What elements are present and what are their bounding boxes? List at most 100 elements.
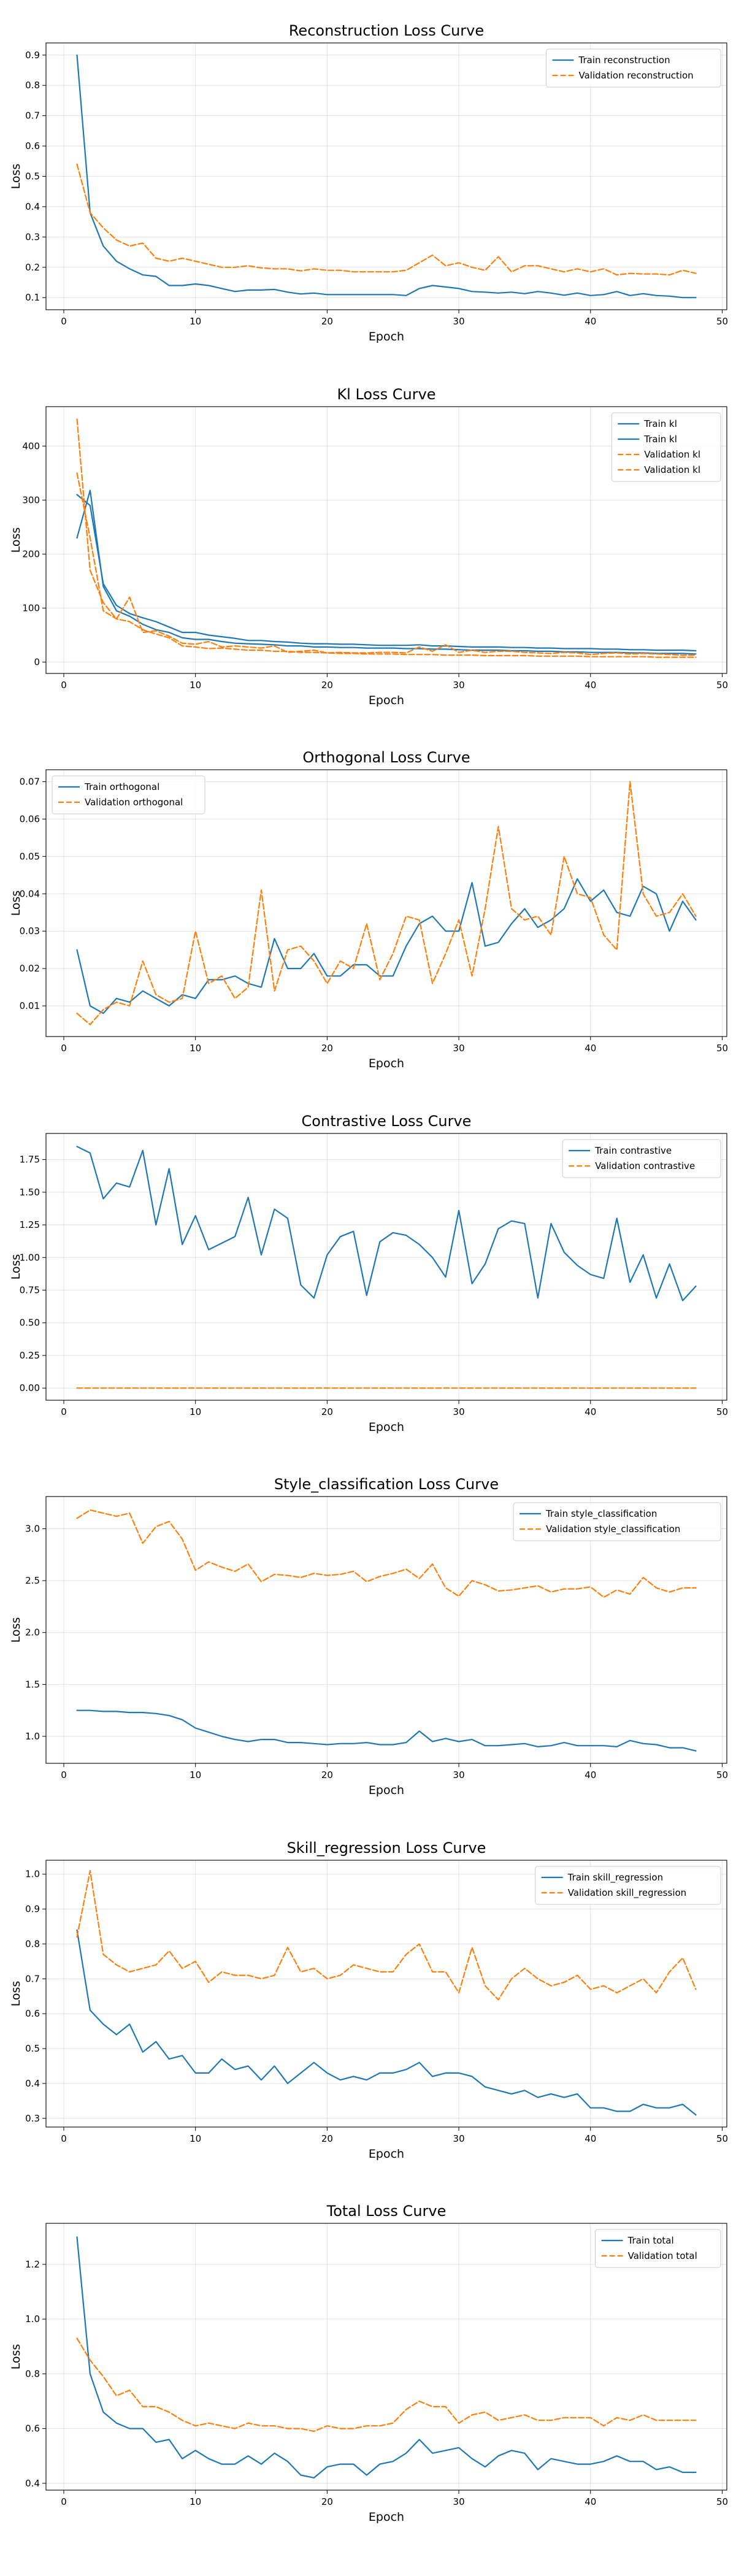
y-tick-label: 2.5 bbox=[25, 1575, 40, 1586]
legend-entry: Validation style_classification bbox=[546, 1524, 680, 1535]
legend: Train contrastive Validation contrastive bbox=[562, 1139, 721, 1178]
plot-area-frame bbox=[45, 406, 727, 674]
x-tick-label: 20 bbox=[321, 1043, 333, 1054]
chart-panel-4: Contrastive Loss Curve 0 10 20 30 40 50 0.00 0.2… bbox=[9, 1113, 728, 1434]
x-tick-label: 20 bbox=[321, 1406, 333, 1417]
chart-panel-6: Skill_regression Loss Curve 0 10 20 30 40 50 0.… bbox=[9, 1839, 728, 2161]
y-tick-label: 0.6 bbox=[25, 2008, 40, 2019]
series-line-1 bbox=[76, 1146, 697, 1301]
y-tick-label: 1.5 bbox=[25, 1679, 40, 1690]
y-tick-label: 0.05 bbox=[20, 851, 40, 862]
y-tick-label: 0.8 bbox=[25, 80, 40, 91]
chart-panel-1: Reconstruction Loss Curve 0 10 20 30 40 50 0.1 0… bbox=[9, 22, 728, 343]
legend-entry: Train skill_regression bbox=[567, 1872, 663, 1884]
x-axis-label: Epoch bbox=[369, 694, 404, 707]
x-tick-label: 10 bbox=[190, 680, 201, 691]
chart-panel-2: Kl Loss Curve 0 10 20 30 40 50 0 100 200 300 400 Epo… bbox=[9, 386, 728, 707]
y-axis-label: Loss bbox=[9, 1981, 23, 2007]
chart-title: Style_classification Loss Curve bbox=[274, 1476, 499, 1493]
y-tick-label: 200 bbox=[22, 548, 40, 559]
legend-entry: Train reconstruction bbox=[578, 55, 670, 66]
y-axis-label: Loss bbox=[9, 1617, 23, 1643]
y-tick-label: 0.01 bbox=[20, 1000, 40, 1011]
y-tick-label: 0.7 bbox=[25, 110, 40, 121]
legend-entry: Train style_classification bbox=[545, 1508, 657, 1520]
legend-box bbox=[611, 412, 721, 482]
legend-box bbox=[513, 1502, 721, 1541]
x-axis-label: Epoch bbox=[369, 330, 404, 343]
y-tick-label: 0.00 bbox=[20, 1382, 40, 1393]
y-tick-label: 0.02 bbox=[20, 963, 40, 974]
y-tick-label: 0.9 bbox=[25, 1904, 40, 1915]
y-tick-label: 400 bbox=[22, 440, 40, 451]
x-axis-label: Epoch bbox=[369, 1784, 404, 1797]
x-tick-label: 50 bbox=[716, 680, 728, 691]
legend: Train orthogonal Validation orthogonal bbox=[52, 775, 205, 815]
plot-area-frame bbox=[45, 1133, 727, 1401]
x-tick-label: 10 bbox=[190, 2496, 201, 2507]
x-tick-label: 30 bbox=[453, 2133, 465, 2144]
x-tick-label: 0 bbox=[61, 680, 67, 691]
x-tick-label: 40 bbox=[585, 1406, 596, 1417]
legend: Train total Validation total bbox=[595, 2229, 721, 2268]
y-tick-label: 0.1 bbox=[25, 292, 40, 303]
x-tick-label: 20 bbox=[321, 1769, 333, 1781]
x-tick-label: 30 bbox=[453, 1769, 465, 1781]
series-line-1 bbox=[76, 54, 697, 299]
chart-title: Skill_regression Loss Curve bbox=[287, 1839, 486, 1857]
chart-title: Kl Loss Curve bbox=[337, 386, 435, 403]
series-line-1 bbox=[76, 878, 697, 1014]
plot-area-frame bbox=[45, 1860, 727, 2128]
x-axis-label: Epoch bbox=[369, 2510, 404, 2524]
y-axis-label: Loss bbox=[9, 891, 23, 916]
y-tick-label: 0.4 bbox=[25, 201, 40, 212]
series-line-2 bbox=[76, 163, 697, 276]
y-tick-label: 0.06 bbox=[20, 813, 40, 824]
chart-panel-7: Total Loss Curve 0 10 20 30 40 50 0.4 0.6 0.8 1.0 1… bbox=[9, 2202, 728, 2524]
legend-box bbox=[535, 1866, 721, 1905]
plot-area-frame bbox=[45, 2223, 727, 2491]
legend-box bbox=[52, 775, 205, 815]
series-line-2 bbox=[76, 489, 697, 655]
x-tick-label: 30 bbox=[453, 2496, 465, 2507]
legend: Train skill_regression Validation skill_r… bbox=[535, 1866, 721, 1905]
y-tick-label: 0.8 bbox=[25, 1938, 40, 1949]
x-tick-label: 0 bbox=[61, 316, 67, 327]
x-tick-label: 20 bbox=[321, 680, 333, 691]
legend-box bbox=[595, 2229, 721, 2268]
y-tick-label: 0.4 bbox=[25, 2078, 40, 2089]
x-tick-label: 10 bbox=[190, 1043, 201, 1054]
series-line-3 bbox=[76, 418, 697, 656]
x-tick-label: 10 bbox=[190, 1769, 201, 1781]
x-tick-label: 0 bbox=[61, 1769, 67, 1781]
legend-entry: Train total bbox=[627, 2235, 674, 2246]
y-tick-label: 3.0 bbox=[25, 1523, 40, 1534]
y-tick-label: 0.9 bbox=[25, 50, 40, 61]
x-tick-label: 0 bbox=[61, 1406, 67, 1417]
x-tick-label: 40 bbox=[585, 1043, 596, 1054]
y-tick-label: 100 bbox=[22, 602, 40, 613]
y-tick-label: 0.04 bbox=[20, 888, 40, 899]
x-tick-label: 30 bbox=[453, 1406, 465, 1417]
legend-entry: Validation kl bbox=[644, 464, 700, 475]
plot-area-frame bbox=[45, 42, 727, 310]
y-tick-label: 0 bbox=[34, 657, 40, 668]
x-axis-label: Epoch bbox=[369, 1057, 404, 1070]
series-line-2 bbox=[76, 781, 697, 1025]
x-tick-label: 20 bbox=[321, 2496, 333, 2507]
y-tick-label: 1.0 bbox=[25, 1731, 40, 1742]
legend: Train kl Train kl Validation kl Validation … bbox=[611, 412, 721, 482]
x-tick-label: 40 bbox=[585, 2133, 596, 2144]
legend-entry: Validation kl bbox=[644, 449, 700, 460]
x-tick-label: 30 bbox=[453, 1043, 465, 1054]
x-axis-label: Epoch bbox=[369, 1420, 404, 1434]
legend-box bbox=[546, 48, 721, 88]
legend-entry: Train orthogonal bbox=[84, 781, 159, 792]
y-tick-label: 0.8 bbox=[25, 2368, 40, 2379]
x-tick-label: 40 bbox=[585, 316, 596, 327]
x-tick-label: 50 bbox=[716, 2496, 728, 2507]
y-axis-label: Loss bbox=[9, 527, 23, 553]
y-tick-label: 1.0 bbox=[25, 2313, 40, 2325]
x-tick-label: 50 bbox=[716, 1769, 728, 1781]
plot-area-frame bbox=[45, 1496, 727, 1764]
